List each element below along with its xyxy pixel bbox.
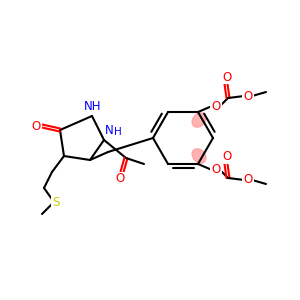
Ellipse shape: [192, 113, 206, 127]
Text: S: S: [52, 196, 60, 208]
Text: N: N: [105, 124, 113, 137]
Text: O: O: [243, 173, 253, 187]
Text: O: O: [222, 70, 232, 83]
Ellipse shape: [192, 149, 206, 163]
Text: H: H: [114, 127, 122, 137]
Text: NH: NH: [84, 100, 102, 112]
Text: O: O: [212, 164, 220, 176]
Text: O: O: [32, 119, 40, 133]
Text: O: O: [243, 89, 253, 103]
Text: O: O: [212, 100, 220, 112]
Text: O: O: [222, 151, 232, 164]
Text: O: O: [116, 172, 124, 185]
